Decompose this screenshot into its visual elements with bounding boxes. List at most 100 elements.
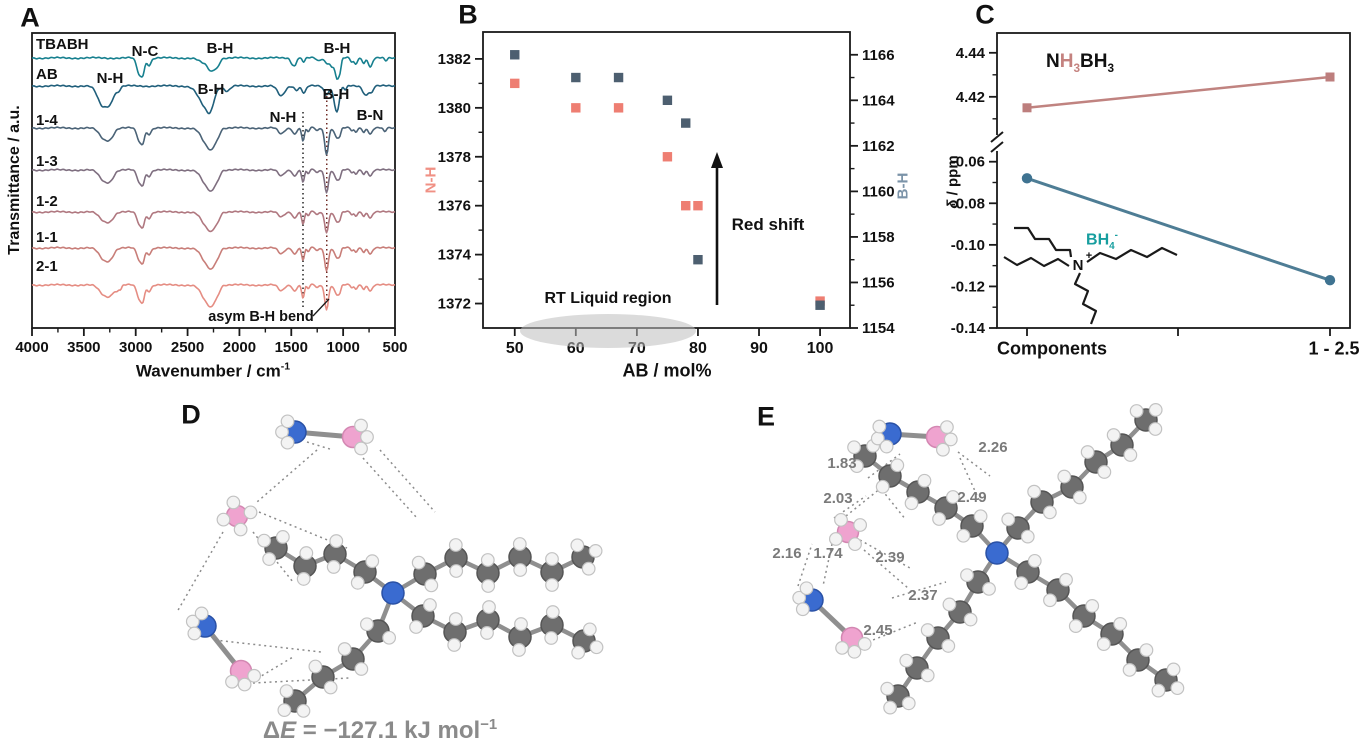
bond-annotation: B-H bbox=[207, 40, 234, 57]
data-point-B-H bbox=[510, 50, 520, 60]
data-point-N-H bbox=[693, 200, 703, 211]
delta-e-label: ΔE = −127.1 kJ mol−1 bbox=[263, 717, 497, 745]
data-point-B-H bbox=[815, 300, 825, 310]
nh3bh3-label-part: 3 bbox=[1073, 61, 1081, 75]
panel-a-ylabel: Transmittance / a.u. bbox=[6, 105, 24, 254]
atom-hydrogen bbox=[982, 582, 996, 596]
atom-hydrogen bbox=[277, 703, 292, 718]
y-tick-label-right: 1166 bbox=[862, 47, 895, 64]
distance-label: 2.03 bbox=[823, 490, 852, 507]
atom-hydrogen bbox=[329, 534, 344, 548]
c-xcategory-2-part: 1 - 2.5 bbox=[1308, 338, 1360, 359]
axis-break-mark bbox=[990, 131, 1004, 143]
atom-hydrogen bbox=[257, 533, 272, 548]
x-tick-label: 2500 bbox=[171, 339, 204, 356]
atom-hydrogen bbox=[942, 597, 957, 612]
atom-hydrogen bbox=[570, 538, 585, 553]
y-tick-label-left: 1374 bbox=[438, 247, 472, 264]
atom-hydrogen bbox=[1027, 553, 1042, 568]
rt-liquid-region-ellipse bbox=[520, 314, 696, 348]
panel-a-letter-part: A bbox=[20, 2, 40, 33]
delta-e-label-part: E bbox=[280, 717, 297, 744]
atom-hydrogen bbox=[280, 414, 295, 429]
atom-hydrogen bbox=[879, 439, 894, 454]
panel-b-letter-part: B bbox=[458, 0, 478, 30]
panel-c-ylabel-part: / ppm bbox=[944, 155, 962, 200]
atom-hydrogen bbox=[279, 684, 294, 699]
dotted-contact-line bbox=[881, 489, 907, 521]
data-point-B-H bbox=[693, 254, 703, 265]
atom-hydrogen bbox=[237, 677, 252, 692]
y-tick-label-right: 1164 bbox=[862, 92, 895, 109]
x-tick-label: 90 bbox=[750, 340, 768, 357]
dotted-contact-line bbox=[863, 549, 909, 589]
delta-e-label-part: = −127.1 kJ mol bbox=[296, 717, 481, 744]
y-tick-label: -0.12 bbox=[951, 278, 985, 295]
atom-hydrogen bbox=[296, 572, 311, 586]
atom-hydrogen bbox=[795, 602, 810, 617]
y-tick-label-left: 1378 bbox=[438, 149, 471, 166]
atom-hydrogen bbox=[1059, 572, 1073, 587]
atom-hydrogen bbox=[1151, 683, 1166, 698]
atom-hydrogen bbox=[849, 459, 864, 474]
atom-hydrogen bbox=[299, 546, 314, 560]
atom-hydrogen bbox=[512, 643, 526, 657]
panel-a-letter: A bbox=[20, 3, 40, 34]
atom-hydrogen bbox=[512, 537, 527, 551]
panel-b-right-axis-label-part: B-H bbox=[894, 172, 912, 200]
panel-c-nmr-shift-chart: 4.444.42-0.06-0.08-0.10-0.12-0.14N+ bbox=[951, 32, 1351, 337]
panel-a-ftir-chart: 4000 3500 3000 2500 2000 1500 1000 500 TBABH AB 1-… bbox=[15, 32, 408, 356]
atom-hydrogen bbox=[354, 662, 369, 676]
distance-label: 2.45 bbox=[863, 622, 892, 639]
spectrum-trace-1-1 bbox=[31, 246, 396, 272]
y-tick-label: -0.14 bbox=[951, 320, 986, 337]
atom-hydrogen bbox=[225, 674, 239, 689]
x-tick-label: 1500 bbox=[275, 339, 308, 356]
atom-hydrogen bbox=[480, 553, 495, 567]
bond-annotation: N-H bbox=[270, 109, 297, 126]
panel-b-xlabel: AB / mol% bbox=[622, 361, 711, 382]
hydrogen-atoms bbox=[792, 403, 1185, 715]
atom-hydrogen bbox=[588, 544, 603, 558]
panel-d-letter-part: D bbox=[181, 399, 201, 430]
atom-hydrogen bbox=[1001, 512, 1016, 527]
atom-hydrogen bbox=[247, 668, 262, 683]
atom-hydrogen bbox=[365, 554, 380, 569]
atom-hydrogen bbox=[423, 598, 437, 612]
atom-hydrogen bbox=[1106, 428, 1121, 442]
dotted-contact-line bbox=[379, 449, 436, 513]
data-point-circle bbox=[1324, 274, 1336, 286]
data-point-N-H bbox=[510, 78, 520, 89]
data-point-B-H bbox=[681, 118, 691, 128]
panel-b-right-axis-label: B-H bbox=[895, 173, 912, 200]
data-point-N-H bbox=[613, 103, 624, 113]
y-tick-label-left: 1372 bbox=[438, 296, 471, 313]
atom-hydrogen bbox=[216, 512, 231, 527]
data-point-B-H bbox=[571, 72, 581, 83]
dotted-contact-line bbox=[797, 543, 813, 587]
atom-hydrogen bbox=[275, 425, 289, 439]
atom-hydrogen bbox=[1148, 403, 1163, 417]
atom-hydrogen bbox=[853, 518, 868, 532]
skeleton-n-label: N bbox=[1073, 257, 1084, 274]
distance-label: 2.26 bbox=[978, 439, 1007, 456]
x-tick-label: 3500 bbox=[67, 339, 100, 356]
atom-hydrogen bbox=[233, 522, 248, 537]
bh4-label-part: - bbox=[1114, 230, 1118, 242]
bh4-label-part: BH bbox=[1086, 231, 1110, 249]
atom-hydrogen bbox=[960, 568, 974, 582]
panel-d-molecule bbox=[176, 414, 604, 718]
atom-hydrogen bbox=[382, 630, 397, 645]
y-tick-label-left: 1376 bbox=[438, 198, 471, 215]
x-tick-label: 80 bbox=[689, 340, 707, 357]
x-tick-label: 1000 bbox=[326, 339, 359, 356]
y-tick-label-right: 1158 bbox=[862, 229, 895, 246]
atom-hydrogen bbox=[275, 530, 290, 544]
atom-hydrogen bbox=[1085, 599, 1100, 613]
panel-a-ylabel-part: Transmittance / a.u. bbox=[6, 105, 23, 255]
atom-hydrogen bbox=[1123, 448, 1138, 462]
atom-hydrogen bbox=[514, 617, 528, 631]
panel-c-ylabel: δ / ppm bbox=[945, 155, 962, 208]
dotted-contact-line bbox=[822, 543, 833, 587]
